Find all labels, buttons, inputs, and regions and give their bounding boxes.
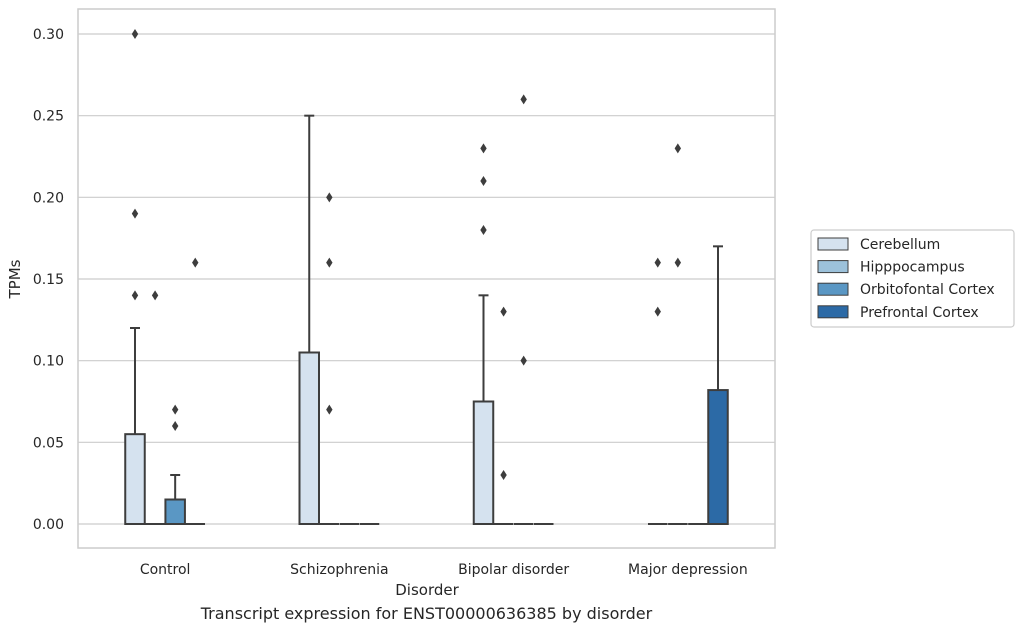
box (298, 114, 320, 525)
y-tick-label: 0.10 (33, 354, 64, 370)
box (145, 290, 165, 525)
y-tick-label: 0.30 (33, 27, 64, 43)
outlier-point (674, 257, 682, 268)
outlier-point (131, 208, 139, 219)
legend-label: Hipppocampus (860, 260, 965, 276)
x-tick-label: Major depression (628, 562, 748, 578)
outlier-point (326, 257, 333, 268)
y-tick-label: 0.05 (33, 435, 64, 451)
box-body (124, 433, 146, 525)
outlier-point (131, 290, 139, 301)
legend-swatch (817, 282, 849, 296)
outlier-point (654, 257, 661, 268)
x-axis-label: Disorder (395, 581, 459, 599)
outlier-point (500, 306, 507, 317)
legend-label: Cerebellum (860, 237, 940, 253)
legend-frame (810, 229, 1015, 328)
x-tick-label: Schizophrenia (290, 562, 388, 578)
legend-swatch (817, 305, 849, 319)
y-axis-label: TPMs (6, 259, 24, 299)
plot-area-frame (77, 8, 776, 549)
outlier-point (500, 470, 507, 480)
outlier-point (326, 192, 333, 203)
legend-label: Orbitofontal Cortex (860, 282, 995, 298)
box (493, 306, 514, 525)
box-series (124, 29, 729, 526)
box (647, 257, 668, 525)
y-tick-label: 0.00 (33, 517, 64, 533)
box (668, 143, 688, 525)
legend-swatch (817, 260, 849, 274)
box (513, 94, 534, 525)
figure-caption: Transcript expression for ENST0000063638… (200, 604, 653, 623)
x-tick-label: Bipolar disorder (458, 562, 569, 578)
y-tick-label: 0.15 (33, 272, 64, 288)
y-tick-label: 0.25 (33, 109, 64, 125)
x-tick-label: Control (140, 562, 191, 578)
outlier-point (520, 355, 527, 366)
outlier-point (520, 94, 527, 105)
outlier-point (326, 404, 333, 415)
box-body (164, 498, 186, 525)
legend-item: Cerebellum (817, 237, 940, 253)
outlier-point (480, 225, 487, 235)
box-body (707, 389, 729, 526)
box (319, 192, 340, 525)
y-axis-ticks: 0.00 0.05 0.10 0.15 0.20 0.25 0.30 (33, 27, 64, 533)
legend-item: Prefrontal Cortex (817, 305, 979, 321)
legend-item: Hipppocampus (817, 260, 965, 276)
box-body (472, 400, 495, 525)
legend-label: Prefrontal Cortex (860, 305, 979, 321)
x-axis-ticks: Control Schizophrenia Bipolar disorder Majo… (140, 562, 748, 578)
outlier-point (192, 257, 199, 268)
box (707, 245, 729, 526)
legend-swatch (817, 237, 849, 251)
outlier-point (674, 143, 682, 154)
outlier-point (480, 143, 487, 154)
legend: Cerebellum Hipppocampus Orbitofontal Corte… (810, 229, 1015, 328)
y-tick-label: 0.20 (33, 190, 64, 206)
outlier-point (131, 29, 139, 39)
outlier-point (654, 306, 661, 317)
box-body (298, 351, 320, 525)
legend-item: Orbitofontal Cortex (817, 282, 995, 298)
outlier-point (171, 404, 179, 415)
outlier-point (480, 176, 487, 186)
outlier-point (171, 421, 179, 431)
box (472, 143, 495, 525)
grid-lines (78, 33, 775, 525)
box (124, 29, 146, 525)
outlier-point (151, 290, 159, 301)
box (164, 404, 186, 525)
box (185, 257, 206, 525)
